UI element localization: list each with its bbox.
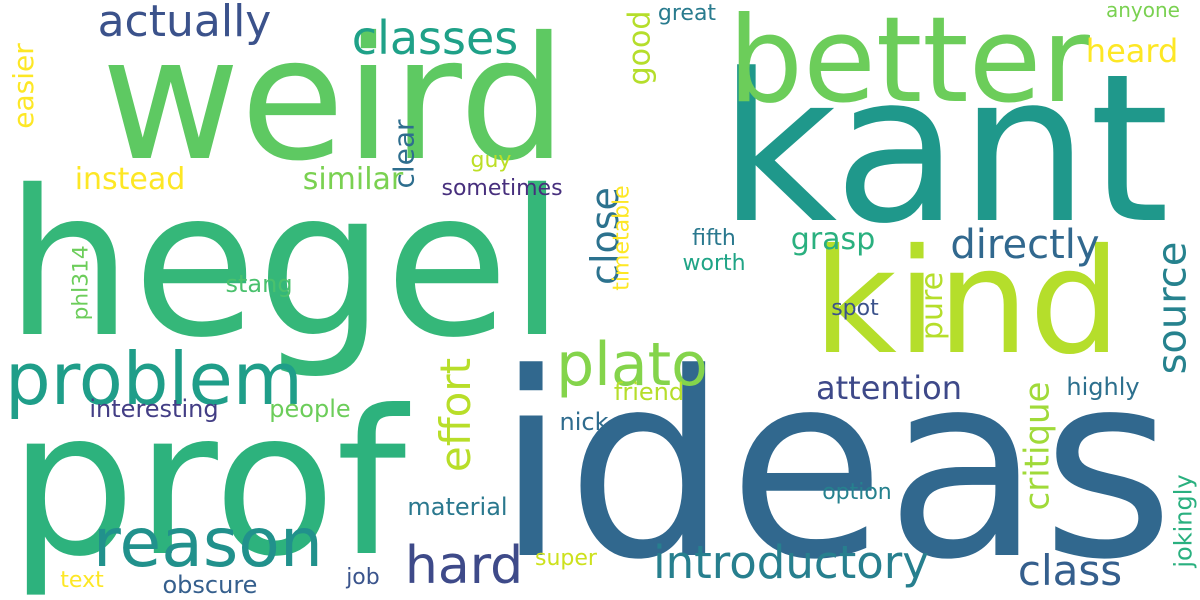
word-better: better [728, 0, 1090, 129]
word-prof: prof [8, 368, 407, 600]
word-text: text [60, 568, 104, 593]
word-critique: critique [1016, 381, 1057, 511]
word-nick: nick [559, 408, 609, 436]
word-kant: kant [718, 31, 1170, 269]
word-hard: hard [404, 536, 524, 596]
word-fifth: fifth [692, 226, 736, 251]
word-spot: spot [831, 296, 879, 321]
word-introductory: introductory [653, 536, 929, 589]
word-friend: friend [613, 378, 685, 406]
word-people: people [269, 395, 351, 423]
word-worth: worth [682, 251, 746, 276]
word-jokingly: jokingly [1170, 474, 1199, 568]
word-highly: highly [1066, 373, 1140, 401]
word-easier: easier [6, 43, 40, 129]
word-heard: heard [1085, 32, 1179, 70]
word-ideas: ideas [495, 319, 1175, 600]
word-source: source [1149, 241, 1196, 374]
word-material: material [407, 493, 508, 521]
word-job: job [346, 565, 380, 590]
word-great: great [657, 1, 717, 26]
word-option: option [822, 480, 892, 505]
word-reason: reason [92, 504, 323, 583]
word-class: class [1017, 546, 1123, 595]
word-directly: directly [950, 222, 1100, 268]
word-grasp: grasp [790, 222, 876, 257]
word-hegel: hegel [5, 147, 565, 383]
word-kind: kind [812, 218, 1122, 387]
word-similar: similar [302, 162, 404, 197]
word-pure: pure [914, 271, 950, 341]
word-anyone: anyone [1106, 0, 1180, 22]
word-plato: plato [556, 330, 708, 400]
word-stang: stang [225, 270, 293, 298]
word-good: good [621, 10, 657, 85]
word-phl314: phl314 [68, 244, 94, 320]
word-effort: effort [431, 357, 480, 473]
word-super: super [535, 546, 597, 571]
word-sometimes: sometimes [441, 176, 563, 201]
word-weird: weird [101, 1, 567, 199]
word-classes: classes [351, 11, 519, 65]
word-clear: clear [387, 119, 421, 189]
word-timetable: timetable [610, 184, 636, 291]
word-attention: attention [816, 369, 962, 407]
word-instead: instead [74, 162, 186, 197]
word-interesting: interesting [89, 395, 219, 423]
word-actually: actually [97, 0, 272, 47]
word-obscure: obscure [162, 571, 258, 599]
word-guy: guy [470, 148, 512, 173]
word-problem: problem [5, 337, 303, 421]
